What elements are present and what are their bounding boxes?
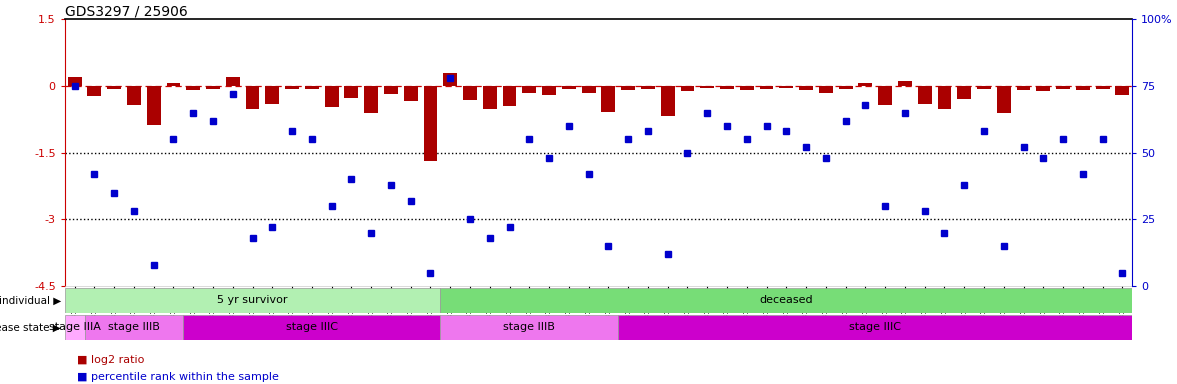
Bar	[660, 86, 674, 116]
Bar	[523, 86, 537, 93]
Text: stage IIIB: stage IIIB	[108, 322, 160, 333]
Bar	[1096, 86, 1110, 89]
Bar	[186, 86, 200, 90]
Bar	[680, 86, 694, 91]
Text: deceased: deceased	[759, 295, 813, 306]
Bar	[503, 86, 517, 106]
Bar	[1056, 86, 1070, 89]
Bar	[184, 315, 440, 340]
Bar	[226, 77, 240, 86]
Text: stage IIIC: stage IIIC	[286, 322, 338, 333]
Bar	[918, 86, 932, 104]
Bar	[65, 315, 85, 340]
Bar	[265, 86, 279, 104]
Bar	[621, 86, 636, 90]
Text: stage IIIB: stage IIIB	[504, 322, 556, 333]
Bar	[858, 83, 872, 86]
Bar	[206, 86, 220, 89]
Bar	[424, 86, 438, 161]
Bar	[1017, 86, 1030, 90]
Bar	[440, 288, 1132, 313]
Bar	[561, 86, 576, 89]
Bar	[618, 315, 1132, 340]
Bar	[759, 86, 773, 89]
Text: individual ▶: individual ▶	[0, 295, 61, 306]
Bar	[107, 86, 121, 89]
Text: ■ log2 ratio: ■ log2 ratio	[77, 355, 144, 365]
Bar	[779, 86, 793, 88]
Bar	[700, 86, 714, 88]
Text: stage IIIC: stage IIIC	[850, 322, 902, 333]
Text: GDS3297 / 25906: GDS3297 / 25906	[65, 4, 187, 18]
Bar	[720, 86, 734, 89]
Bar	[740, 86, 753, 90]
Bar	[601, 86, 616, 112]
Bar	[384, 86, 398, 94]
Bar	[404, 86, 418, 101]
Text: disease state ▶: disease state ▶	[0, 322, 61, 333]
Text: ■ percentile rank within the sample: ■ percentile rank within the sample	[77, 372, 279, 382]
Bar	[1037, 86, 1050, 91]
Bar	[878, 86, 892, 104]
Bar	[581, 86, 596, 93]
Bar	[285, 86, 299, 89]
Bar	[799, 86, 813, 90]
Bar	[444, 73, 457, 86]
Bar	[938, 86, 951, 109]
Text: stage IIIA: stage IIIA	[48, 322, 100, 333]
Text: 5 yr survivor: 5 yr survivor	[218, 295, 288, 306]
Bar	[325, 86, 339, 107]
Bar	[977, 86, 991, 89]
Bar	[997, 86, 1011, 114]
Bar	[85, 315, 184, 340]
Bar	[819, 86, 833, 93]
Bar	[364, 86, 378, 114]
Bar	[68, 77, 81, 86]
Bar	[543, 86, 556, 95]
Bar	[641, 86, 654, 89]
Bar	[127, 86, 141, 104]
Bar	[87, 86, 101, 96]
Bar	[839, 86, 852, 89]
Bar	[957, 86, 971, 99]
Bar	[1076, 86, 1090, 90]
Bar	[463, 86, 477, 100]
Bar	[65, 288, 440, 313]
Bar	[147, 86, 160, 125]
Bar	[898, 81, 912, 86]
Bar	[483, 86, 497, 109]
Bar	[246, 86, 259, 109]
Bar	[305, 86, 319, 89]
Bar	[167, 83, 180, 86]
Bar	[1116, 86, 1129, 95]
Bar	[440, 315, 618, 340]
Bar	[345, 86, 358, 98]
